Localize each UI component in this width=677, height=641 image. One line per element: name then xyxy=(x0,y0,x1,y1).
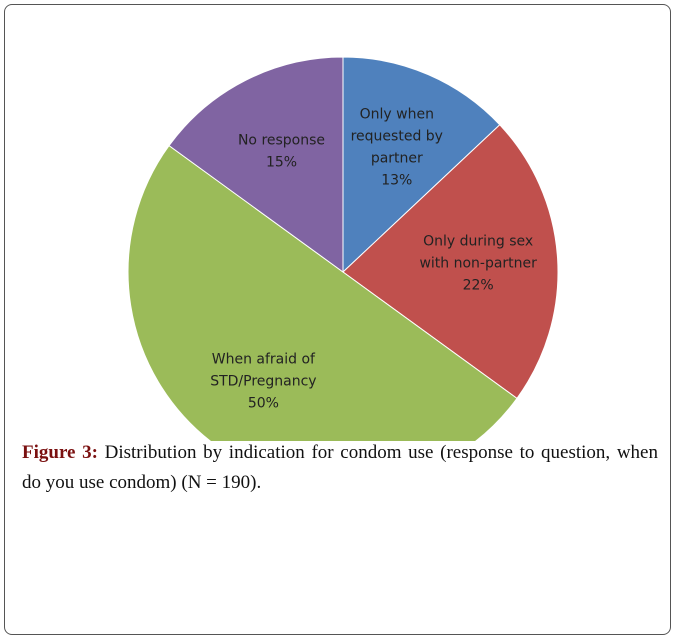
slice-label: Only when xyxy=(360,107,434,123)
value-label: 22% xyxy=(463,277,494,293)
caption: Figure 3: Distribution by indication for… xyxy=(22,438,658,498)
slice-label: requested by xyxy=(351,129,443,145)
value-label: 13% xyxy=(381,173,412,189)
caption-label: Figure 3: xyxy=(22,442,98,463)
value-label: 15% xyxy=(266,154,297,170)
figure-frame xyxy=(4,4,671,635)
slice-label: STD/Pregnancy xyxy=(210,374,316,390)
slice-label: with non-partner xyxy=(419,255,537,271)
slice-label: When afraid of xyxy=(212,352,316,368)
slice-label: Only during sex xyxy=(423,233,533,249)
pie-slice xyxy=(342,124,559,400)
chart: Only when requested by partner 13% Only duri… xyxy=(127,56,559,441)
value-label: 50% xyxy=(248,396,279,412)
pie-slice xyxy=(342,56,501,274)
pie-slice xyxy=(168,56,344,273)
pie-slice xyxy=(127,144,518,441)
caption-text: Distribution by indication for condom us… xyxy=(22,442,658,493)
slice-label: partner xyxy=(371,151,423,167)
slice-label: No response xyxy=(238,132,325,148)
